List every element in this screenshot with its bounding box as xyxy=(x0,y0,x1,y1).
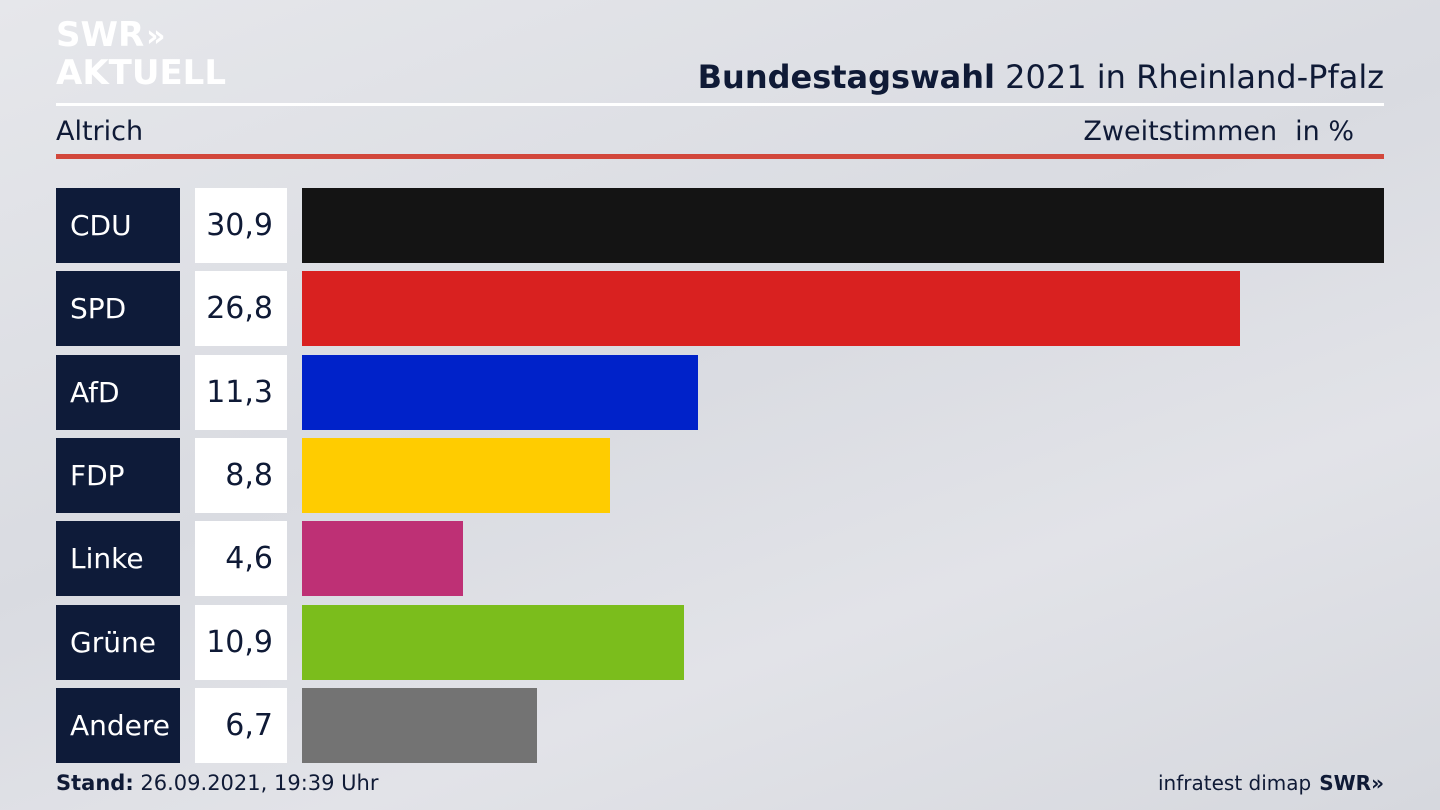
chart-title: Bundestagswahl 2021 in Rheinland-Pfalz xyxy=(698,58,1384,96)
bar-cdu xyxy=(302,188,1384,263)
region-name: Altrich xyxy=(56,116,144,147)
source-credit: infratest dimap SWR» xyxy=(1158,771,1384,795)
bar-linke xyxy=(302,521,463,596)
logo-swr-text: SWR xyxy=(56,15,145,55)
bar-row-fdp: FDP 8,8 xyxy=(56,438,1384,513)
unit-label: in % xyxy=(1295,116,1354,147)
party-label: AfD xyxy=(56,355,180,430)
bar-row-spd: SPD 26,8 xyxy=(56,271,1384,346)
value-label: 8,8 xyxy=(195,438,287,513)
measure-text: Zweitstimmen xyxy=(1083,116,1278,147)
party-label: SPD xyxy=(56,271,180,346)
party-label: Grüne xyxy=(56,605,180,680)
swr-aktuell-logo: SWR» AKTUELL xyxy=(56,18,226,90)
header-divider xyxy=(56,103,1384,106)
bar-row-grüne: Grüne 10,9 xyxy=(56,605,1384,680)
party-label: Linke xyxy=(56,521,180,596)
stand-label: Stand: xyxy=(56,771,134,795)
party-label: Andere xyxy=(56,688,180,763)
value-label: 30,9 xyxy=(195,188,287,263)
accent-divider xyxy=(56,154,1384,159)
stand-value: 26.09.2021, 19:39 Uhr xyxy=(133,771,379,795)
swr-small-logo: SWR» xyxy=(1319,771,1384,795)
bar-row-andere: Andere 6,7 xyxy=(56,688,1384,763)
value-label: 6,7 xyxy=(195,688,287,763)
title-rest: 2021 in Rheinland-Pfalz xyxy=(995,58,1384,96)
bar-grüne xyxy=(302,605,684,680)
party-label: FDP xyxy=(56,438,180,513)
value-label: 4,6 xyxy=(195,521,287,596)
value-label: 10,9 xyxy=(195,605,287,680)
value-label: 26,8 xyxy=(195,271,287,346)
bar-afd xyxy=(302,355,698,430)
measure-label: Zweitstimmen in % xyxy=(1083,116,1354,147)
bar-row-cdu: CDU 30,9 xyxy=(56,188,1384,263)
bar-fdp xyxy=(302,438,610,513)
logo-aktuell-text: AKTUELL xyxy=(56,53,227,93)
party-label: CDU xyxy=(56,188,180,263)
bar-row-afd: AfD 11,3 xyxy=(56,355,1384,430)
title-bold: Bundestagswahl xyxy=(697,58,995,96)
timestamp: Stand: 26.09.2021, 19:39 Uhr xyxy=(56,771,379,795)
bar-spd xyxy=(302,271,1240,346)
value-label: 11,3 xyxy=(195,355,287,430)
bar-andere xyxy=(302,688,537,763)
bar-row-linke: Linke 4,6 xyxy=(56,521,1384,596)
logo-chevrons-icon: » xyxy=(146,19,166,54)
source-name: infratest dimap xyxy=(1158,771,1312,795)
